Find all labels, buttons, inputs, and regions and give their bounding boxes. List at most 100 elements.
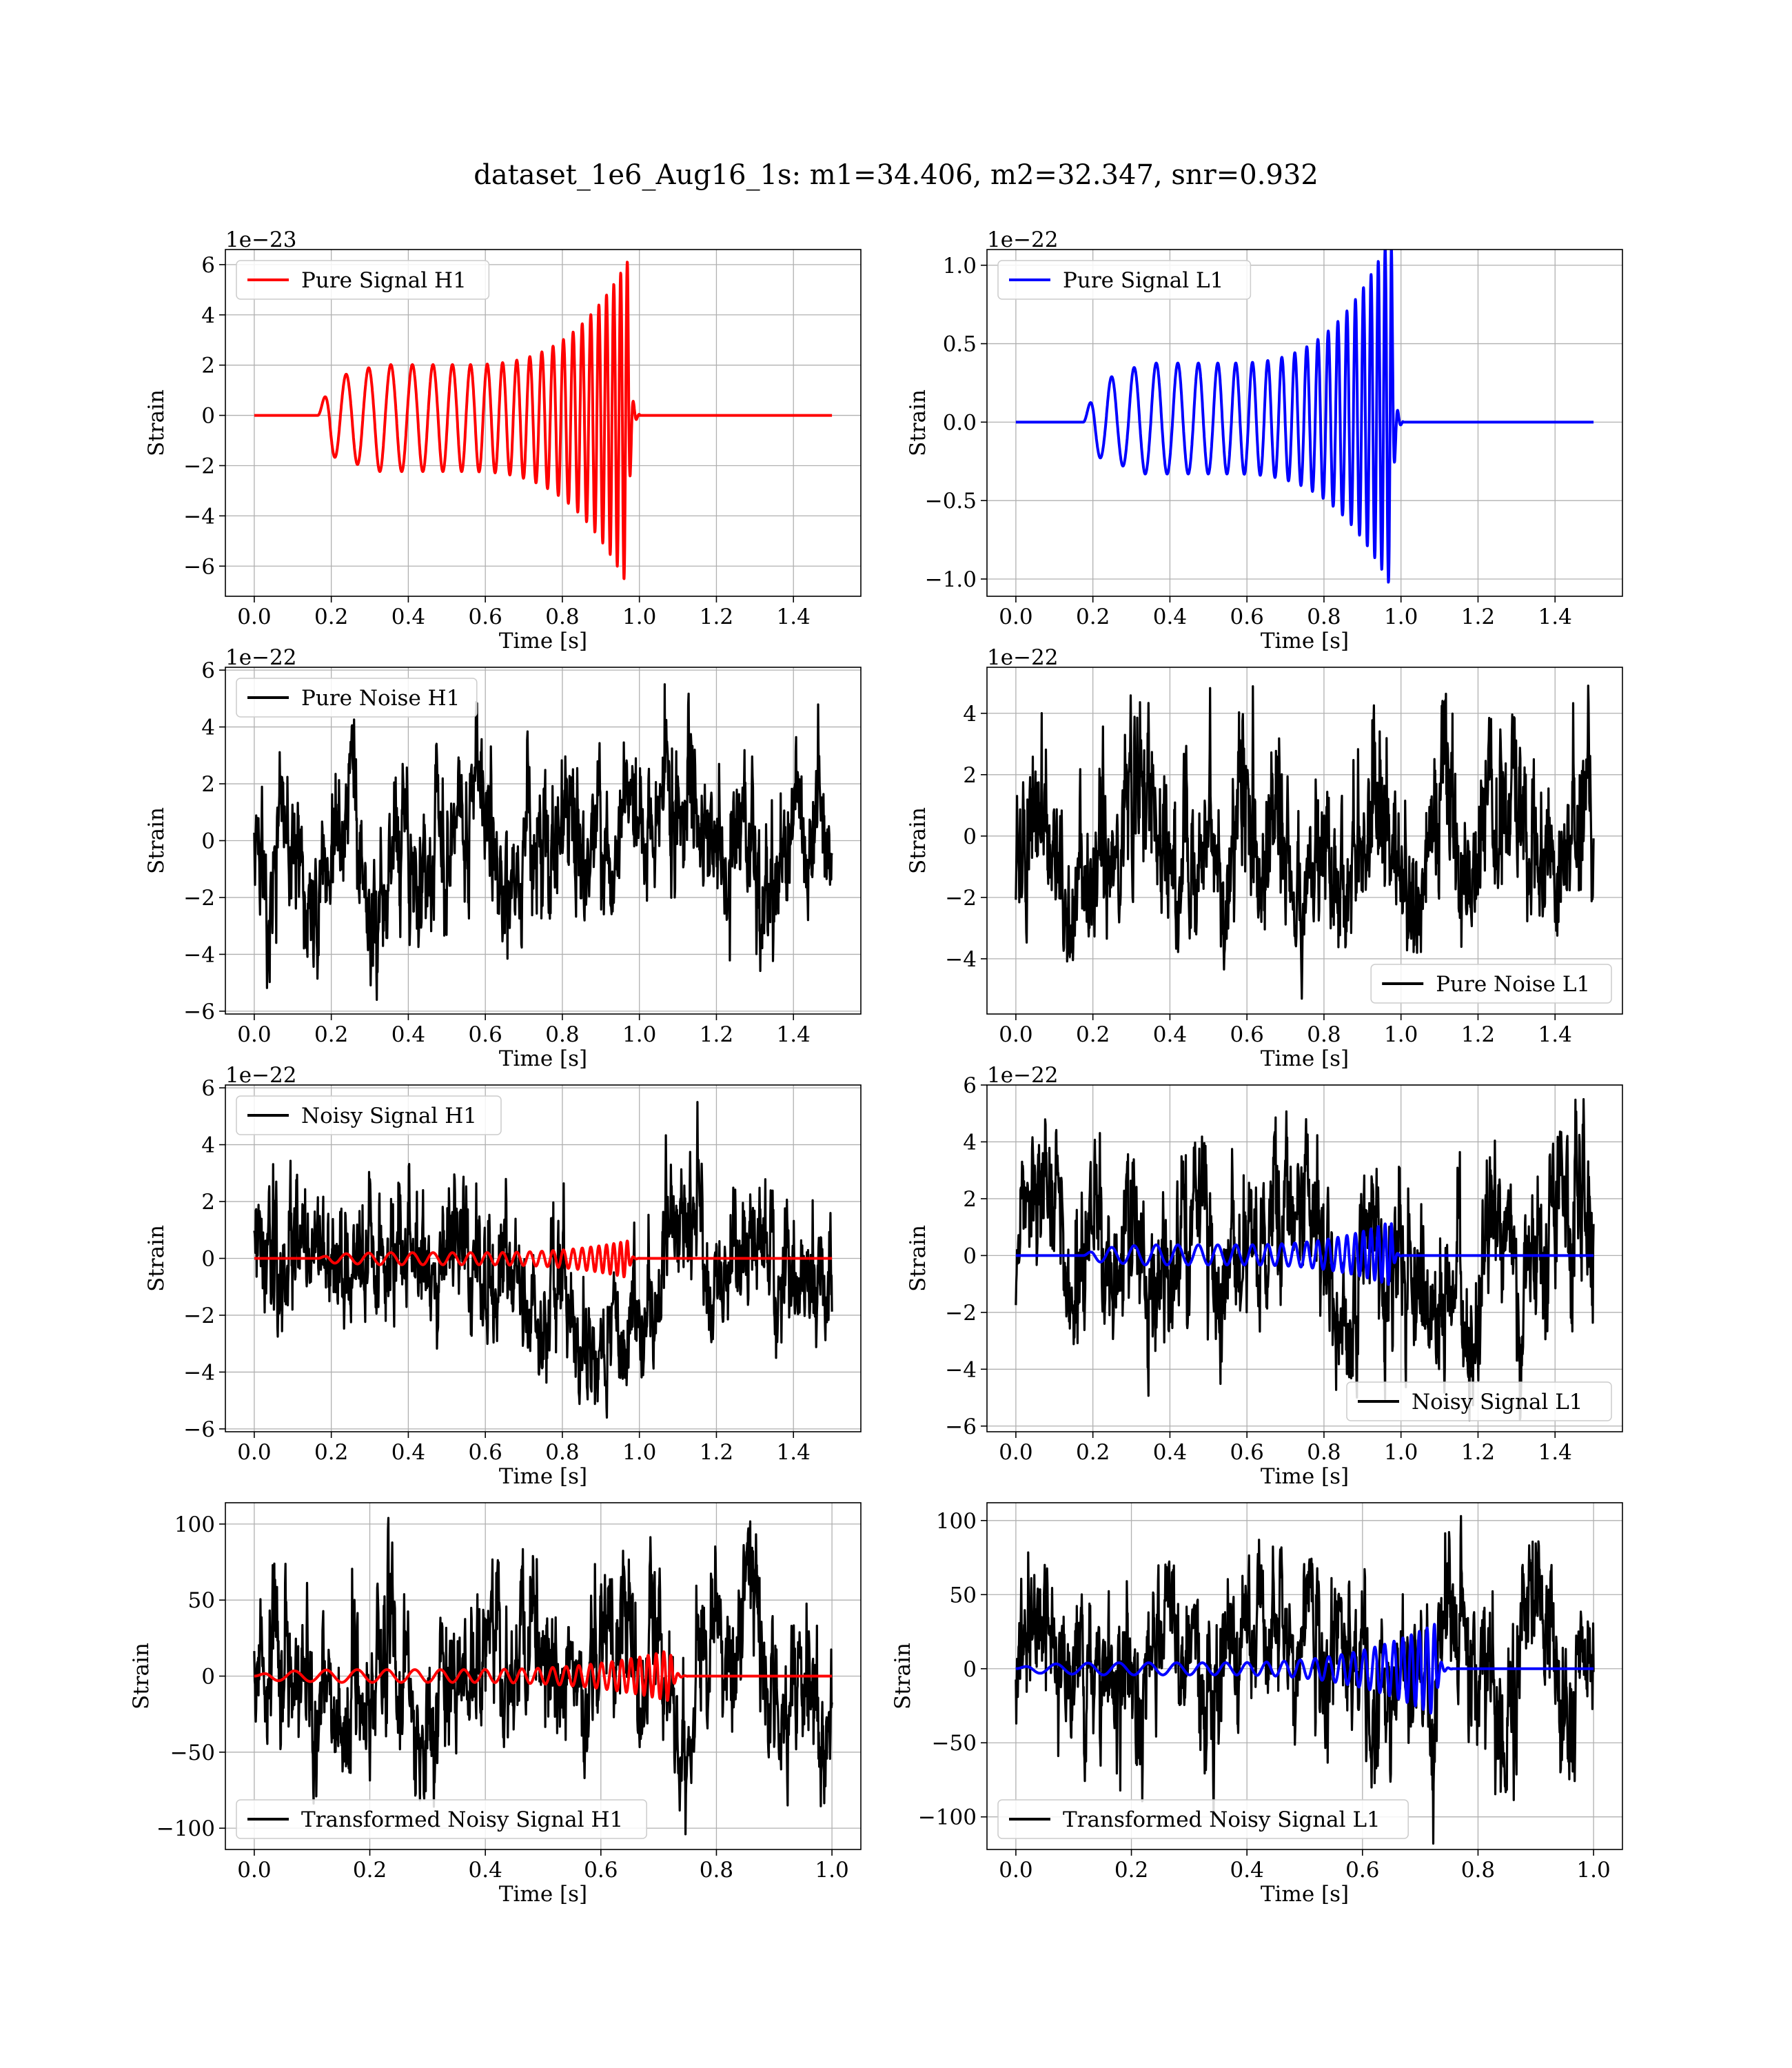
legend-label: Transformed Noisy Signal L1 [1063,1807,1381,1832]
y-tick-label: −0.5 [925,489,977,514]
x-tick-label: 0.0 [237,1440,271,1465]
offset-text: 1e−22 [225,1063,297,1088]
x-tick-label: 1.4 [777,1440,811,1465]
figure-title: dataset_1e6_Aug16_1s: m1=34.406, m2=32.3… [474,159,1318,191]
x-tick-label: 0.8 [545,1440,579,1465]
y-tick-label: −4 [183,942,215,967]
legend-label: Pure Noise L1 [1436,972,1590,997]
x-tick-label: 0.6 [1230,1440,1264,1465]
y-tick-label: 6 [201,658,215,683]
y-axis-label: Strain [906,807,930,874]
x-tick-label: 0.4 [1153,1440,1187,1465]
y-tick-label: 6 [963,1073,977,1098]
y-tick-label: −100 [918,1805,977,1830]
y-tick-label: 50 [950,1583,977,1608]
x-tick-label: 1.2 [700,1022,733,1047]
y-tick-label: 4 [963,1130,977,1155]
series-line [1015,250,1595,584]
series-layer [253,261,833,580]
x-tick-label: 0.2 [1076,1022,1110,1047]
legend-box [236,678,478,718]
y-tick-label: −6 [183,1000,215,1024]
x-tick-label: 0.0 [999,1440,1032,1465]
legend: Noisy Signal L1 [1346,1381,1612,1421]
y-tick-label: −6 [945,1415,977,1439]
y-tick-label: 1.0 [943,254,977,278]
y-tick-label: 2 [201,1190,215,1215]
subplot-transformed-noisy-signal-l1: 0.0 0.2 0.4 0.6 0.8 1.0 −100 −50 0 50 100 Time [s] S… [890,1502,1623,1907]
y-tick-label: 100 [174,1512,215,1537]
x-tick-label: 1.4 [1538,1022,1572,1047]
series-layer [253,683,833,1001]
x-tick-label: 1.0 [622,605,656,629]
x-tick-label: 1.2 [700,1440,733,1465]
y-tick-label: 2 [201,354,215,378]
y-tick-label: −4 [945,1357,977,1382]
x-tick-label: 0.2 [1076,1440,1110,1465]
legend-box [1346,1381,1612,1421]
x-tick-label: 0.4 [391,605,425,629]
x-tick-label: 0.8 [1307,1022,1341,1047]
y-tick-label: 0.0 [943,410,977,435]
series-line [253,1101,833,1419]
series-line [253,261,833,580]
y-tick-label: 4 [201,716,215,740]
y-tick-label: 0 [201,1247,215,1272]
y-axis-label: Strain [129,1643,154,1710]
y-tick-label: 0 [963,1657,977,1682]
x-tick-label: 1.0 [1384,605,1418,629]
x-tick-label: 0.6 [469,1440,502,1465]
legend-box [997,260,1252,300]
x-tick-label: 0.0 [237,605,271,629]
legend: Noisy Signal H1 [236,1095,502,1135]
series-layer [1015,685,1595,1000]
x-tick-label: 0.4 [1153,605,1187,629]
x-tick-label: 1.4 [1538,605,1572,629]
x-tick-label: 0.2 [314,1022,348,1047]
y-tick-label: −100 [156,1816,215,1841]
y-axis-label: Strain [144,1225,169,1292]
x-axis-label: Time [s] [1261,1046,1349,1071]
subplot-pure-noise-l1: 0.0 0.2 0.4 0.6 0.8 1.0 1.2 1.4 −4 −2 0 2 4 Time [s] S… [906,645,1623,1071]
x-tick-label: 1.2 [1461,1440,1495,1465]
x-tick-label: 0.2 [353,1858,387,1883]
x-tick-label: 1.0 [622,1022,656,1047]
legend: Pure Noise L1 [1370,964,1612,1004]
y-tick-label: −2 [183,1304,215,1328]
x-tick-label: 1.0 [622,1440,656,1465]
subplot-grid: 0.0 0.2 0.4 0.6 0.8 1.0 1.2 1.4 −6 −4 −2 0 2 4 6 Time [… [129,227,1623,1907]
x-tick-label: 1.0 [1384,1022,1418,1047]
legend: Pure Noise H1 [236,678,478,718]
series-layer [253,1101,833,1419]
y-tick-label: 6 [201,1076,215,1101]
y-axis-label: Strain [890,1643,915,1710]
legend-label: Pure Signal L1 [1063,268,1223,293]
x-tick-label: 0.0 [237,1858,271,1883]
x-tick-label: 0.6 [469,605,502,629]
axes-frame [986,1084,1623,1432]
x-tick-label: 0.6 [1230,605,1264,629]
subplot-noisy-signal-l1: 0.0 0.2 0.4 0.6 0.8 1.0 1.2 1.4 −6 −4 −2 0 2 4 6 Time [… [906,1063,1623,1489]
x-tick-label: 0.8 [545,1022,579,1047]
y-tick-label: 0 [963,1244,977,1268]
series-line [1015,1623,1595,1715]
y-tick-label: 2 [201,772,215,797]
series-layer [1015,1514,1595,1845]
y-tick-label: 2 [963,763,977,788]
y-tick-label: −2 [945,886,977,911]
x-tick-label: 1.0 [1384,1440,1418,1465]
x-tick-label: 1.2 [1461,1022,1495,1047]
x-tick-label: 0.0 [237,1022,271,1047]
series-line [1015,1098,1595,1422]
y-tick-label: −50 [932,1731,977,1756]
x-tick-label: 1.4 [777,605,811,629]
legend-label: Pure Noise H1 [301,686,460,711]
x-tick-label: 0.8 [545,605,579,629]
x-tick-label: 0.2 [1076,605,1110,629]
subplot-pure-signal-l1: 0.0 0.2 0.4 0.6 0.8 1.0 1.2 1.4 −1.0 −0.5 0.0 0.5 1.… [906,227,1623,653]
legend-box [997,1799,1409,1839]
plot-area [225,250,861,596]
legend-box [236,1799,647,1839]
x-tick-label: 1.0 [815,1858,848,1883]
x-axis-label: Time [s] [499,1882,587,1907]
